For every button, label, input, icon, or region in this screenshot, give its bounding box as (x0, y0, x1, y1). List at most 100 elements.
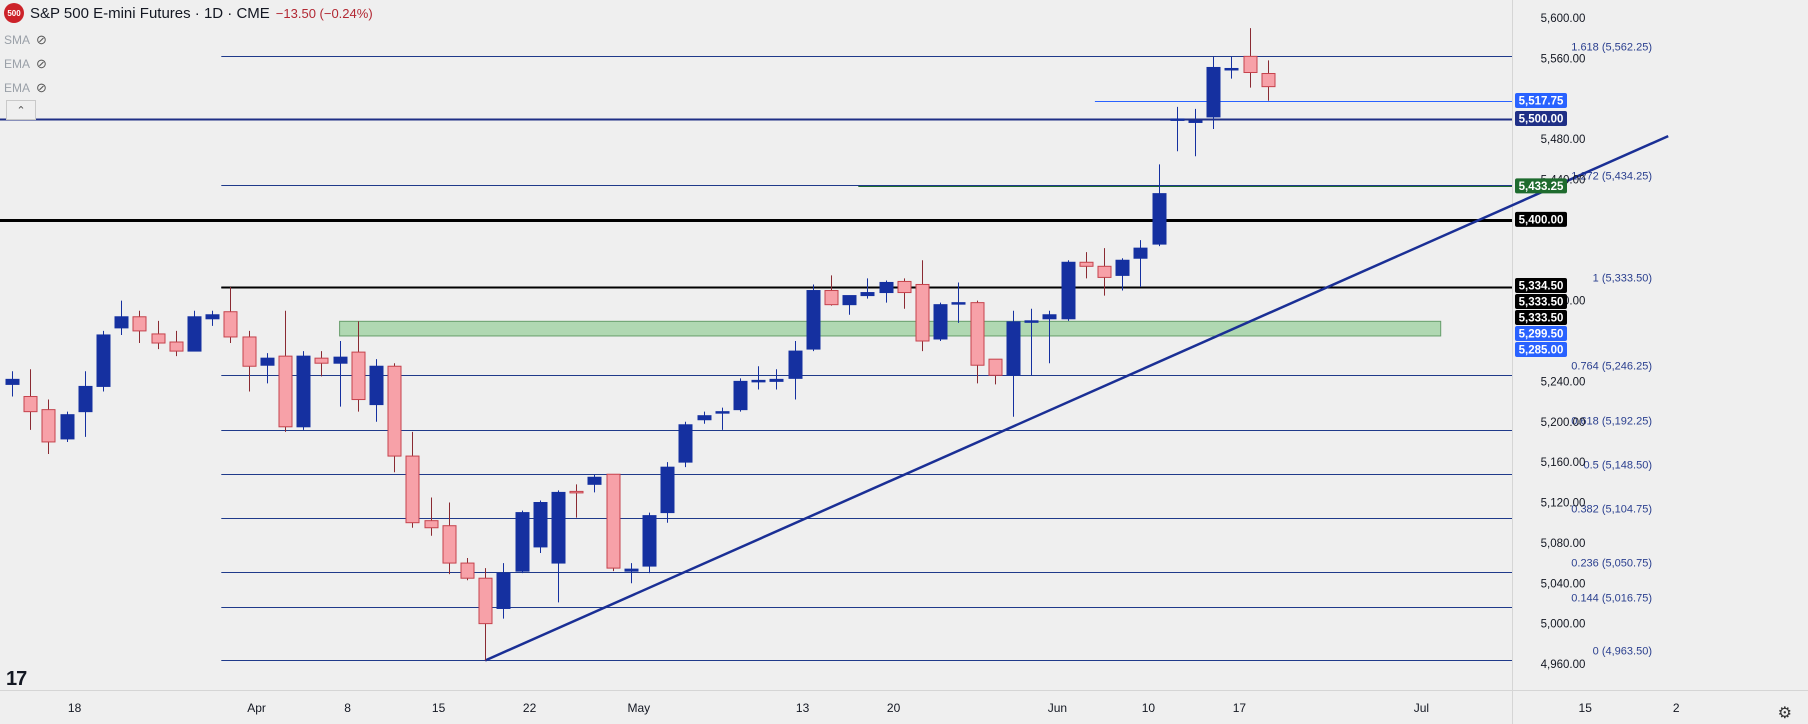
time-axis-tick-label: May (627, 701, 650, 715)
candle-body[interactable] (769, 378, 784, 382)
price-tag-label: 5,333.50 (1519, 312, 1564, 324)
price-tag[interactable] (1515, 293, 1567, 309)
fib-level-label: 0.382 (5,104.75) (1571, 504, 1652, 516)
candle-body[interactable] (1097, 265, 1112, 278)
candle-body[interactable] (278, 355, 293, 428)
candle-body[interactable] (1061, 261, 1076, 320)
candle-body[interactable] (1152, 193, 1167, 245)
candle-body[interactable] (1115, 259, 1130, 276)
candle-body[interactable] (114, 316, 129, 329)
candle-body[interactable] (460, 562, 475, 579)
candle-body[interactable] (5, 378, 20, 385)
candle-body[interactable] (223, 311, 238, 338)
candle-body[interactable] (951, 302, 966, 305)
candle-body[interactable] (478, 577, 493, 625)
candle-body[interactable] (1224, 67, 1239, 71)
candle-body[interactable] (369, 365, 384, 406)
candle-body[interactable] (606, 473, 621, 569)
candle-body[interactable] (1206, 66, 1221, 118)
candle-body[interactable] (1006, 321, 1021, 376)
candle-body[interactable] (187, 316, 202, 352)
tradingview-logo[interactable]: 17 (6, 668, 27, 690)
candle-body[interactable] (496, 572, 511, 609)
indicator-ema-1[interactable]: EMA ⊘ (4, 52, 47, 76)
candle-body[interactable] (697, 415, 712, 421)
candle-body[interactable] (970, 302, 985, 366)
candle-body[interactable] (41, 409, 56, 443)
candle-body[interactable] (1188, 120, 1203, 123)
candle-body[interactable] (733, 380, 748, 411)
price-tag[interactable] (1515, 325, 1567, 341)
price-tag[interactable] (1515, 178, 1567, 194)
candle-body[interactable] (333, 356, 348, 364)
candle-body[interactable] (678, 424, 693, 463)
candle-body[interactable] (551, 491, 566, 564)
candle-body[interactable] (806, 290, 821, 350)
candle-body[interactable] (842, 295, 857, 306)
price-tag-label: 5,299.50 (1519, 328, 1564, 340)
trendline[interactable] (484, 134, 1669, 662)
candle-body[interactable] (533, 502, 548, 548)
candle-body[interactable] (1079, 261, 1094, 267)
price-tag[interactable] (1515, 309, 1567, 325)
chart-title[interactable]: S&P 500 E-mini Futures · 1D · CME (30, 4, 270, 22)
collapse-indicators-button[interactable]: ⌃ (6, 100, 36, 120)
indicator-sma[interactable]: SMA ⊘ (4, 28, 47, 52)
price-tag[interactable] (1515, 110, 1567, 126)
candle-body[interactable] (169, 341, 184, 352)
eye-off-icon[interactable]: ⊘ (36, 80, 47, 95)
candle-body[interactable] (205, 314, 220, 320)
candle-body[interactable] (751, 379, 766, 383)
candle-body[interactable] (988, 358, 1003, 376)
candle-body[interactable] (933, 304, 948, 340)
price-tag[interactable] (1515, 341, 1567, 357)
candle-body[interactable] (151, 333, 166, 344)
candle-body[interactable] (260, 357, 275, 366)
candle-body[interactable] (405, 455, 420, 524)
candle-body[interactable] (1042, 314, 1057, 320)
candle-body[interactable] (642, 515, 657, 567)
candle-body[interactable] (296, 355, 311, 428)
candle-body[interactable] (824, 290, 839, 306)
candle-body[interactable] (897, 280, 912, 294)
candle-body[interactable] (515, 512, 530, 572)
eye-off-icon[interactable]: ⊘ (36, 32, 47, 47)
candle-body[interactable] (78, 385, 93, 413)
symbol-logo[interactable]: 500 (4, 3, 24, 23)
candle-body[interactable] (587, 476, 602, 485)
candle-body[interactable] (351, 351, 366, 401)
candle-body[interactable] (715, 411, 730, 414)
gear-icon[interactable]: ⚙ (1777, 705, 1792, 722)
candle-body[interactable] (424, 520, 439, 529)
eye-off-icon[interactable]: ⊘ (36, 56, 47, 71)
candle-body[interactable] (1261, 73, 1276, 88)
candle-body[interactable] (915, 283, 930, 342)
candle-body[interactable] (23, 396, 38, 413)
candle-body[interactable] (314, 357, 329, 364)
candle-body[interactable] (569, 490, 584, 494)
candle-body[interactable] (96, 334, 111, 387)
price-tag-label: 5,433.25 (1519, 181, 1564, 193)
price-tag[interactable] (1515, 93, 1567, 109)
candle-body[interactable] (879, 281, 894, 294)
candle-body[interactable] (1133, 247, 1148, 259)
candle-body[interactable] (788, 350, 803, 379)
candle-body[interactable] (1170, 118, 1185, 121)
indicator-ema-2[interactable]: EMA ⊘ (4, 76, 47, 100)
candle-body[interactable] (60, 414, 75, 440)
price-tag[interactable] (1515, 211, 1567, 227)
candle-body[interactable] (442, 525, 457, 564)
candle-body[interactable] (387, 365, 402, 457)
candle-body[interactable] (624, 568, 639, 572)
price-tag[interactable] (1515, 277, 1567, 293)
candle-body[interactable] (1243, 55, 1258, 74)
time-axis-tick-label: 20 (887, 701, 901, 715)
candle-body[interactable] (132, 316, 147, 332)
support-zone[interactable] (339, 320, 1442, 337)
candle-body[interactable] (1024, 320, 1039, 323)
candle-body[interactable] (660, 466, 675, 514)
candle-body[interactable] (242, 336, 257, 367)
candle-body[interactable] (860, 292, 875, 297)
